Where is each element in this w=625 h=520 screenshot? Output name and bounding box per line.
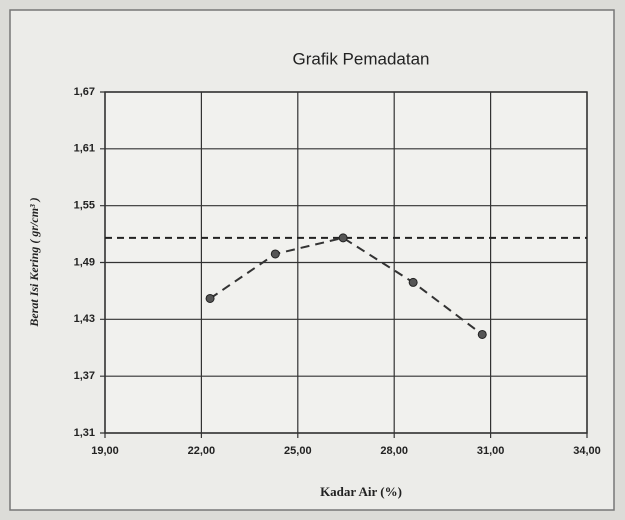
data-point [270, 249, 280, 259]
y-axis-label: Berat Isi Kering ( gr/cm³ ) [27, 197, 41, 327]
data-point [338, 233, 348, 243]
y-tick-label: 1,67 [74, 86, 95, 98]
data-line [209, 236, 483, 336]
x-tick-label: 31,00 [477, 445, 505, 457]
data-point [408, 277, 418, 287]
x-axis-label: Kadar Air (%) [320, 484, 402, 499]
y-tick-label: 1,31 [74, 427, 95, 439]
y-tick-label: 1,37 [74, 370, 95, 382]
x-tick-label: 19,00 [91, 445, 119, 457]
y-tick-label: 1,49 [74, 256, 95, 268]
x-tick-label: 25,00 [284, 445, 312, 457]
data-point [477, 329, 487, 339]
chart-title: Grafik Pemadatan [292, 49, 429, 68]
y-tick-label: 1,61 [74, 143, 95, 155]
data-point [205, 293, 215, 303]
x-tick-label: 28,00 [380, 445, 408, 457]
x-tick-label: 34,00 [573, 445, 601, 457]
x-tick-label: 22,00 [188, 445, 216, 457]
y-tick-label: 1,43 [74, 313, 95, 325]
y-tick-label: 1,55 [74, 200, 95, 212]
